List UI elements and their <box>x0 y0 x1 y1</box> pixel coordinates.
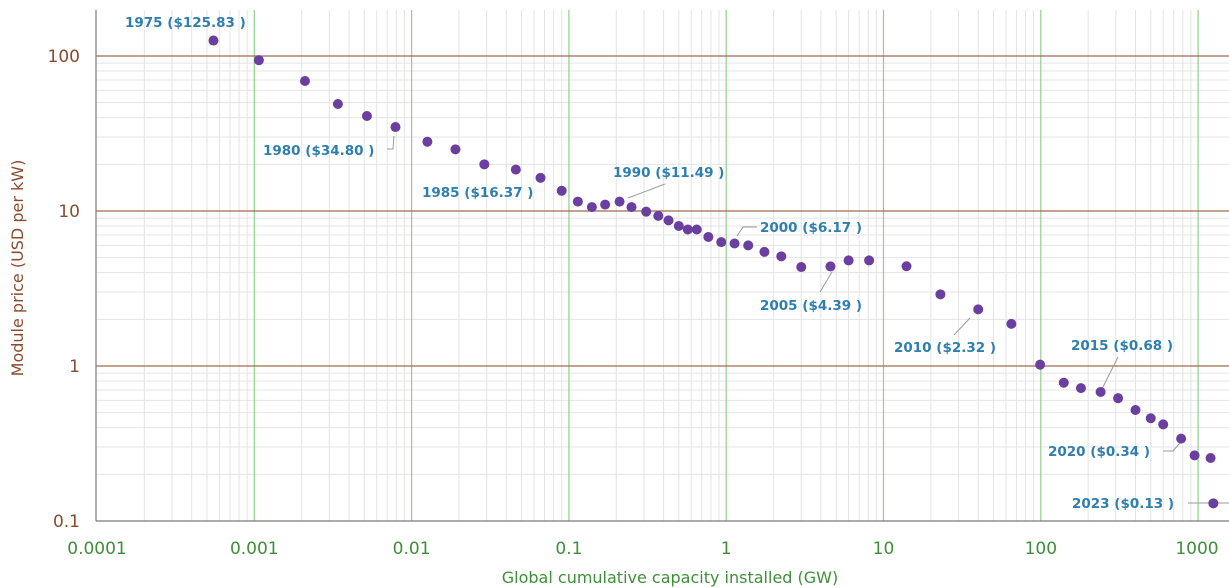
annotation-connector <box>1101 356 1119 390</box>
data-point <box>572 196 583 207</box>
x-tick-label: 0.001 <box>230 539 279 559</box>
y-tick-label: 1 <box>69 357 80 377</box>
data-point <box>1158 419 1169 430</box>
annotation-connector <box>627 183 666 199</box>
data-point <box>1035 359 1046 370</box>
data-point <box>864 255 875 266</box>
data-label: 1975 ($125.83 ) <box>125 15 246 31</box>
data-point <box>825 261 836 272</box>
data-point <box>796 262 807 273</box>
minor-grid <box>96 10 1229 521</box>
annotation-connector <box>819 271 833 293</box>
data-label: 2020 ($0.34 ) <box>1048 444 1150 460</box>
data-point <box>1145 413 1156 424</box>
data-points <box>208 35 1219 509</box>
data-point <box>361 111 372 122</box>
data-point <box>600 199 611 210</box>
data-point <box>673 221 684 232</box>
x-tick-label: 0.01 <box>393 539 431 559</box>
data-point <box>332 99 343 110</box>
data-point <box>1189 450 1200 461</box>
data-point <box>535 172 546 183</box>
x-tick-label: 1 <box>721 539 732 559</box>
x-tick-label: 1000 <box>1175 539 1218 559</box>
annotation-connector <box>387 135 395 150</box>
data-point <box>776 251 787 262</box>
data-point <box>586 202 597 213</box>
data-point <box>1113 393 1124 404</box>
data-point <box>843 255 854 266</box>
data-point <box>1095 386 1106 397</box>
data-point <box>935 289 946 300</box>
annotation-connector <box>736 226 757 237</box>
data-point <box>663 215 674 226</box>
y-tick-label: 10 <box>58 202 80 222</box>
data-point <box>716 237 727 248</box>
data-point <box>253 55 264 66</box>
data-point <box>682 224 693 235</box>
annotation-connector <box>953 317 971 336</box>
data-point <box>1205 452 1216 463</box>
data-label: 2010 ($2.32 ) <box>894 340 996 356</box>
annotation-connectors <box>387 135 1229 504</box>
data-point <box>614 196 625 207</box>
data-label: 2015 ($0.68 ) <box>1071 338 1173 354</box>
data-point <box>1075 383 1086 394</box>
x-tick-label: 0.1 <box>555 539 582 559</box>
data-label: 1985 ($16.37 ) <box>422 185 533 201</box>
data-point <box>1006 318 1017 329</box>
x-tick-label: 100 <box>1025 539 1057 559</box>
annotation-connector <box>1163 442 1181 452</box>
data-point <box>653 210 664 221</box>
data-point <box>510 164 521 175</box>
x-axis-ticks: 0.0001 0.001 0.01 0.1 1 10 100 1000 <box>67 539 1218 559</box>
data-point <box>556 185 567 196</box>
y-tick-label: 0.1 <box>53 512 80 532</box>
data-label: 2005 ($4.39 ) <box>760 298 862 314</box>
data-label: 2023 ($0.13 ) <box>1072 496 1174 512</box>
x-tick-label: 10 <box>873 539 895 559</box>
x-axis-title: Global cumulative capacity installed (GW… <box>502 568 838 587</box>
data-point <box>299 75 310 86</box>
data-label: 1980 ($34.80 ) <box>263 143 374 159</box>
data-point <box>450 144 461 155</box>
data-point <box>1176 433 1187 444</box>
data-point <box>390 122 401 133</box>
data-label: 2000 ($6.17 ) <box>760 220 862 236</box>
data-point <box>1130 405 1141 416</box>
y-axis-title: Module price (USD per kW) <box>8 160 27 377</box>
x-tick-label: 0.0001 <box>67 539 126 559</box>
data-point <box>703 231 714 242</box>
data-point <box>743 240 754 251</box>
annotations: 1975 ($125.83 ) 1980 ($34.80 ) 1985 ($16.3… <box>125 15 1174 512</box>
data-point <box>479 159 490 170</box>
data-point <box>626 202 637 213</box>
data-point <box>1208 498 1219 509</box>
y-axis-ticks: 0.1 1 10 100 <box>48 47 80 532</box>
data-point <box>422 136 433 147</box>
data-point <box>208 35 219 46</box>
data-point <box>641 206 652 217</box>
y-tick-label: 100 <box>48 47 80 67</box>
data-point <box>691 224 702 235</box>
data-point <box>1058 377 1069 388</box>
data-point <box>901 261 912 272</box>
major-grid <box>95 10 1229 522</box>
data-point <box>973 304 984 315</box>
data-point <box>759 246 770 257</box>
data-point <box>729 238 740 249</box>
data-label: 1990 ($11.49 ) <box>613 165 724 181</box>
